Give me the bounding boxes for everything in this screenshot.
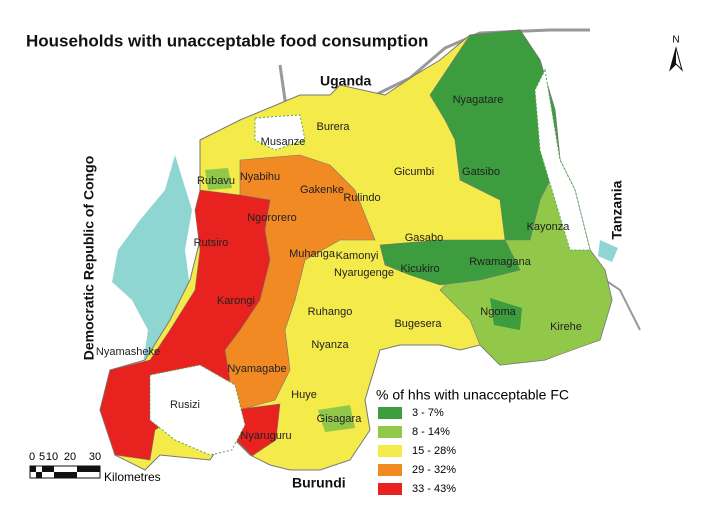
district-label: Kirehe	[550, 321, 582, 333]
district-label: Nyagatare	[453, 94, 504, 106]
map-title: Households with unacceptable food consum…	[26, 31, 428, 50]
district-label: Kayonza	[527, 221, 571, 233]
district-label: Ruhango	[308, 306, 353, 318]
scale-bar	[29, 465, 101, 479]
district-label: Nyamasheke	[96, 346, 160, 358]
park	[534, 68, 591, 251]
district-label: Rubavu	[197, 175, 235, 187]
north-arrow	[670, 48, 676, 70]
district-label: Muhanga	[289, 248, 336, 260]
district-label: Nyabihu	[240, 171, 280, 183]
district-label: Gasabo	[405, 232, 444, 244]
legend-swatch	[378, 426, 402, 438]
district-label: Nyanza	[311, 339, 349, 351]
park	[149, 364, 246, 456]
scale-tick: 10	[46, 451, 58, 463]
district-label: Nyamagabe	[227, 363, 286, 375]
district-label: Burera	[316, 121, 350, 133]
district-label: Rutsiro	[194, 237, 229, 249]
district-label: Rulindo	[343, 192, 380, 204]
legend-label: 8 - 14%	[412, 426, 450, 438]
district-label: Ngoma	[480, 306, 516, 318]
legend-swatch	[378, 483, 402, 495]
region	[205, 168, 232, 190]
scale-tick: 0	[29, 451, 35, 463]
neighbor-label: Burundi	[292, 475, 346, 491]
neighbor-label: Uganda	[320, 73, 372, 89]
district-label: Gakenke	[300, 184, 344, 196]
legend-label: 29 - 32%	[412, 464, 456, 476]
district-label: Bugesera	[394, 318, 442, 330]
region	[379, 239, 521, 286]
district-label: Karongi	[217, 295, 255, 307]
legend-swatch	[378, 464, 402, 476]
district-label: Kamonyi	[336, 250, 379, 262]
north-label: N	[672, 35, 679, 46]
district-label: Nyaruguru	[240, 430, 291, 442]
legend-title: % of hhs with unacceptable FC	[376, 387, 569, 403]
district-label: Rusizi	[170, 399, 200, 411]
district-label: Gicumbi	[394, 166, 434, 178]
district-label: Gatsibo	[462, 166, 500, 178]
scale-tick: 5	[39, 451, 45, 463]
scale-tick: 20	[64, 451, 76, 463]
region	[490, 298, 522, 330]
region	[429, 29, 561, 241]
scale-unit: Kilometres	[104, 470, 161, 484]
district-label: Musanze	[261, 136, 306, 148]
district-label: Ngororero	[247, 212, 297, 224]
legend-swatch	[378, 407, 402, 419]
lake	[598, 240, 618, 262]
scale-tick: 30	[89, 451, 101, 463]
legend-label: 33 - 43%	[412, 483, 456, 495]
legend-label: 3 - 7%	[412, 407, 444, 419]
district-label: Kicukiro	[400, 263, 439, 275]
district-label: Nyarugenge	[334, 267, 394, 279]
district-label: Rwamagana	[469, 256, 532, 268]
legend-label: 15 - 28%	[412, 445, 456, 457]
park	[254, 114, 306, 151]
neighbor-label: Democratic Republic of Congo	[81, 156, 97, 361]
legend-swatch	[378, 445, 402, 457]
district-label: Huye	[291, 389, 317, 401]
district-label: Gisagara	[317, 413, 363, 425]
region	[318, 405, 355, 432]
region	[99, 189, 271, 461]
neighbor-label: Tanzania	[609, 180, 625, 239]
